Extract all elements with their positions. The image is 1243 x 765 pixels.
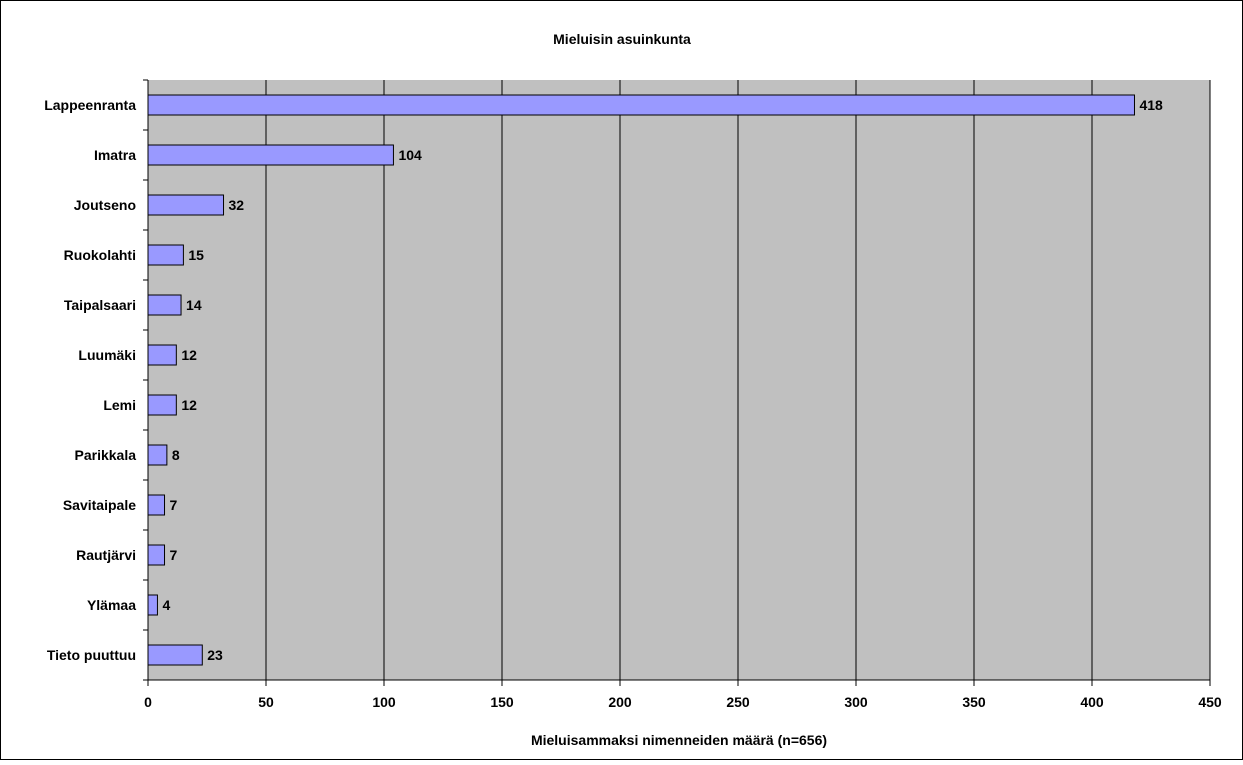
y-category-label: Luumäki: [78, 347, 136, 363]
x-tick-label: 400: [1080, 694, 1104, 710]
x-tick-label: 50: [258, 694, 274, 710]
bar: [147, 494, 166, 516]
bar-value-label: 418: [1139, 97, 1163, 113]
y-category-label: Joutseno: [74, 197, 136, 213]
bar-value-label: 32: [229, 197, 245, 213]
x-tick-label: 200: [608, 694, 632, 710]
bar: [147, 144, 394, 166]
x-tick-label: 350: [962, 694, 986, 710]
bar-value-label: 7: [170, 547, 178, 563]
bar-value-label: 12: [181, 397, 197, 413]
bar-value-label: 12: [181, 347, 197, 363]
chart-title: Mieluisin asuinkunta: [553, 31, 691, 47]
labels: 0 50 100 150 200 250 300 350 400 450 Lappeenranta 4…: [44, 97, 1222, 710]
x-tick-label: 150: [490, 694, 514, 710]
bar: [147, 94, 1135, 116]
bar: [147, 594, 158, 616]
bar: [147, 294, 182, 316]
bar-value-label: 14: [186, 297, 202, 313]
bar-value-label: 4: [162, 597, 170, 613]
y-category-label: Lemi: [103, 397, 136, 413]
x-tick-label: 450: [1198, 694, 1222, 710]
plot-area: [148, 80, 1210, 680]
y-category-label: Savitaipale: [63, 497, 136, 513]
bars: [147, 94, 1135, 666]
bar: [147, 244, 184, 266]
x-tick-label: 0: [144, 694, 152, 710]
bar: [147, 544, 166, 566]
x-tick-label: 100: [372, 694, 396, 710]
bar-value-label: 7: [170, 497, 178, 513]
bar: [147, 344, 177, 366]
bar-value-label: 104: [398, 147, 422, 163]
bar: [147, 194, 225, 216]
bar-value-label: 23: [207, 647, 223, 663]
bar: [147, 644, 203, 666]
y-category-label: Tieto puuttuu: [47, 647, 136, 663]
y-category-label: Taipalsaari: [64, 297, 136, 313]
x-tick-label: 250: [726, 694, 750, 710]
bar: [147, 394, 177, 416]
y-category-label: Parikkala: [75, 447, 137, 463]
bar-value-label: 8: [172, 447, 180, 463]
x-axis-title: Mieluisammaksi nimenneiden määrä (n=656): [531, 732, 827, 748]
y-category-label: Lappeenranta: [44, 97, 136, 113]
y-category-label: Ruokolahti: [64, 247, 136, 263]
bar: [147, 444, 168, 466]
gridlines: [265, 80, 1211, 680]
y-category-label: Ylämaa: [87, 597, 136, 613]
y-category-label: Imatra: [94, 147, 136, 163]
x-tick-label: 300: [844, 694, 868, 710]
bar-value-label: 15: [188, 247, 204, 263]
y-category-label: Rautjärvi: [76, 547, 136, 563]
axes: [143, 79, 1211, 686]
